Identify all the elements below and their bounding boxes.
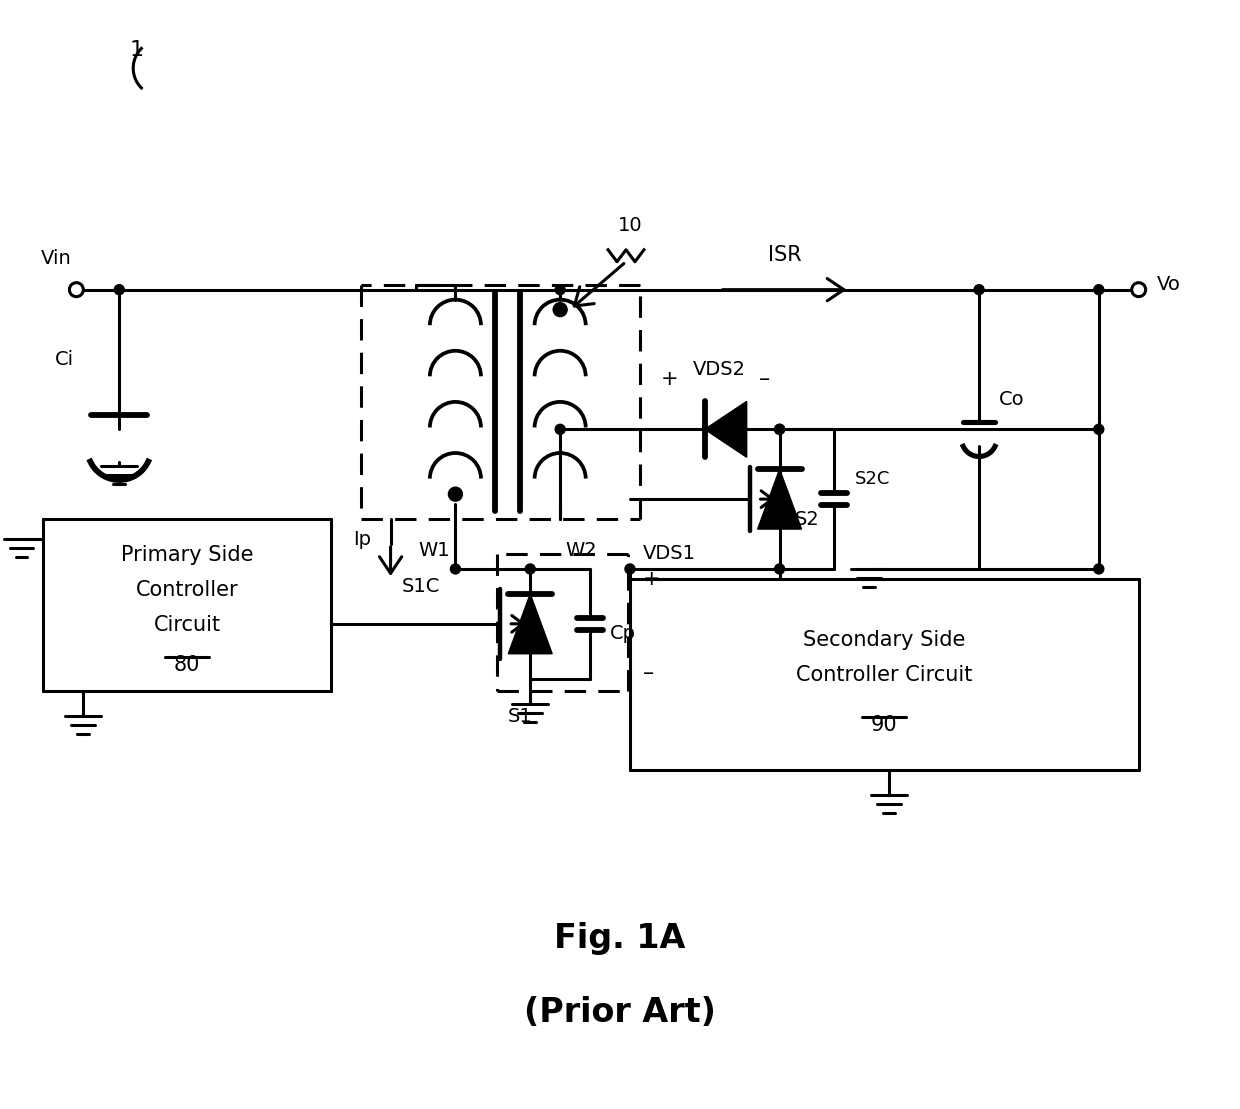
Text: Ci: Ci [56, 350, 74, 369]
Text: Secondary Side: Secondary Side [804, 630, 966, 650]
Text: Controller: Controller [135, 580, 238, 600]
Text: Vo: Vo [1157, 275, 1180, 294]
Text: Primary Side: Primary Side [120, 545, 253, 564]
Text: S1: S1 [508, 706, 533, 725]
Polygon shape [704, 401, 746, 457]
Text: W2: W2 [565, 541, 596, 560]
Polygon shape [758, 469, 801, 529]
Circle shape [114, 285, 124, 295]
Text: 10: 10 [618, 216, 642, 235]
Text: VDS2: VDS2 [693, 360, 746, 379]
Circle shape [526, 564, 536, 574]
Circle shape [975, 285, 985, 295]
Text: Ip: Ip [352, 529, 371, 549]
Text: S2C: S2C [854, 470, 890, 488]
Circle shape [1132, 283, 1146, 296]
Text: Controller Circuit: Controller Circuit [796, 664, 972, 684]
Text: (Prior Art): (Prior Art) [525, 996, 715, 1029]
Text: +: + [644, 569, 661, 589]
Text: Cp: Cp [610, 624, 636, 643]
Circle shape [1094, 564, 1104, 574]
Text: 90: 90 [870, 714, 898, 734]
Text: ISR: ISR [768, 245, 801, 265]
Circle shape [450, 564, 460, 574]
Circle shape [553, 303, 567, 316]
Text: –: – [759, 369, 770, 389]
Text: Fig. 1A: Fig. 1A [554, 922, 686, 955]
Circle shape [625, 564, 635, 574]
Circle shape [556, 425, 565, 435]
Text: Co: Co [999, 390, 1024, 409]
Circle shape [775, 425, 785, 435]
Circle shape [775, 564, 785, 574]
Circle shape [1094, 425, 1104, 435]
Circle shape [775, 425, 785, 435]
Circle shape [556, 285, 565, 295]
Text: +: + [661, 369, 678, 389]
Circle shape [1094, 285, 1104, 295]
Text: 80: 80 [174, 654, 201, 674]
Circle shape [449, 487, 463, 501]
Text: –: – [644, 663, 655, 683]
Text: Vin: Vin [41, 248, 72, 267]
Polygon shape [508, 594, 552, 653]
Text: S1C: S1C [402, 577, 440, 596]
Text: VDS1: VDS1 [644, 545, 696, 563]
Text: 1: 1 [129, 40, 144, 60]
Text: Circuit: Circuit [154, 614, 221, 634]
Text: W1: W1 [419, 541, 450, 560]
Text: S2: S2 [795, 510, 820, 529]
Circle shape [69, 283, 83, 296]
